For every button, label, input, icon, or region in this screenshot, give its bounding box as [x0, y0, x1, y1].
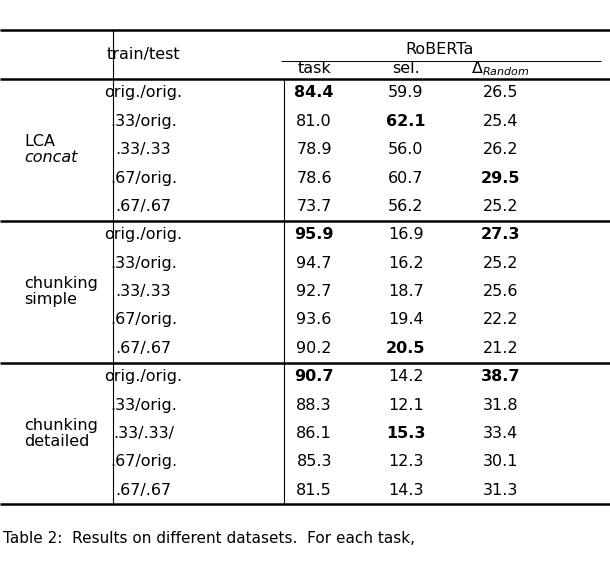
Text: 20.5: 20.5 — [386, 341, 425, 356]
Text: .67/orig.: .67/orig. — [110, 454, 177, 469]
Text: 25.2: 25.2 — [483, 199, 518, 214]
Text: 15.3: 15.3 — [386, 426, 425, 441]
Text: 14.3: 14.3 — [388, 483, 423, 498]
Text: 88.3: 88.3 — [296, 398, 332, 413]
Text: .67/.67: .67/.67 — [115, 199, 171, 214]
Text: .33/orig.: .33/orig. — [110, 114, 177, 129]
Text: .67/.67: .67/.67 — [115, 341, 171, 356]
Text: 12.3: 12.3 — [388, 454, 423, 469]
Text: 12.1: 12.1 — [388, 398, 423, 413]
Text: 94.7: 94.7 — [296, 256, 332, 271]
Text: LCA: LCA — [24, 134, 56, 149]
Text: 38.7: 38.7 — [481, 369, 520, 384]
Text: 81.5: 81.5 — [296, 483, 332, 498]
Text: 92.7: 92.7 — [296, 284, 332, 299]
Text: 56.2: 56.2 — [388, 199, 423, 214]
Text: 30.1: 30.1 — [483, 454, 518, 469]
Text: 86.1: 86.1 — [296, 426, 332, 441]
Text: 59.9: 59.9 — [388, 86, 423, 100]
Text: 73.7: 73.7 — [296, 199, 332, 214]
Text: 25.4: 25.4 — [483, 114, 518, 129]
Text: .33/.33: .33/.33 — [115, 284, 171, 299]
Text: 16.9: 16.9 — [388, 227, 423, 242]
Text: .33/.33/: .33/.33/ — [113, 426, 174, 441]
Text: 31.8: 31.8 — [483, 398, 518, 413]
Text: 31.3: 31.3 — [483, 483, 518, 498]
Text: orig./orig.: orig./orig. — [104, 227, 182, 242]
Text: 90.7: 90.7 — [295, 369, 334, 384]
Text: 14.2: 14.2 — [388, 369, 423, 384]
Text: .33/.33: .33/.33 — [115, 142, 171, 157]
Text: detailed: detailed — [24, 434, 90, 449]
Text: simple: simple — [24, 292, 77, 307]
Text: .67/orig.: .67/orig. — [110, 312, 177, 327]
Text: 78.9: 78.9 — [296, 142, 332, 157]
Text: 29.5: 29.5 — [481, 170, 520, 185]
Text: chunking: chunking — [24, 276, 98, 291]
Text: RoBERTa: RoBERTa — [405, 42, 473, 57]
Text: concat: concat — [24, 150, 78, 165]
Text: train/test: train/test — [107, 47, 180, 62]
Text: $\Delta_{Random}$: $\Delta_{Random}$ — [471, 59, 529, 78]
Text: sel.: sel. — [392, 62, 420, 76]
Text: 21.2: 21.2 — [483, 341, 518, 356]
Text: 18.7: 18.7 — [388, 284, 423, 299]
Text: 25.6: 25.6 — [483, 284, 518, 299]
Text: 85.3: 85.3 — [296, 454, 332, 469]
Text: 25.2: 25.2 — [483, 256, 518, 271]
Text: 26.5: 26.5 — [483, 86, 518, 100]
Text: 60.7: 60.7 — [388, 170, 423, 185]
Text: 81.0: 81.0 — [296, 114, 332, 129]
Text: chunking: chunking — [24, 418, 98, 433]
Text: 62.1: 62.1 — [386, 114, 425, 129]
Text: 90.2: 90.2 — [296, 341, 332, 356]
Text: 27.3: 27.3 — [481, 227, 520, 242]
Text: .67/orig.: .67/orig. — [110, 170, 177, 185]
Text: .67/.67: .67/.67 — [115, 483, 171, 498]
Text: 78.6: 78.6 — [296, 170, 332, 185]
Text: .33/orig.: .33/orig. — [110, 256, 177, 271]
Text: 84.4: 84.4 — [295, 86, 334, 100]
Text: task: task — [297, 62, 331, 76]
Text: 95.9: 95.9 — [295, 227, 334, 242]
Text: 22.2: 22.2 — [483, 312, 518, 327]
Text: Table 2:  Results on different datasets.  For each task,: Table 2: Results on different datasets. … — [3, 531, 415, 546]
Text: 26.2: 26.2 — [483, 142, 518, 157]
Text: 93.6: 93.6 — [296, 312, 332, 327]
Text: 19.4: 19.4 — [388, 312, 423, 327]
Text: 56.0: 56.0 — [388, 142, 423, 157]
Text: .33/orig.: .33/orig. — [110, 398, 177, 413]
Text: 33.4: 33.4 — [483, 426, 518, 441]
Text: orig./orig.: orig./orig. — [104, 86, 182, 100]
Text: orig./orig.: orig./orig. — [104, 369, 182, 384]
Text: 16.2: 16.2 — [388, 256, 423, 271]
